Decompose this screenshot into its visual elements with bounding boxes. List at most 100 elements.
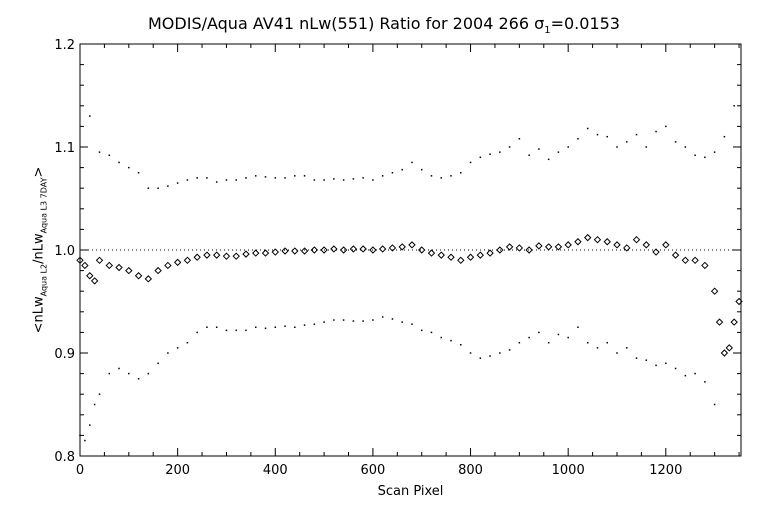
data-point-dots-upper [538,148,540,150]
x-tick-label: 1200 [649,463,682,478]
data-point-dots-lower [635,357,638,359]
data-point-dots-lower [430,331,433,334]
data-point-dots-upper [694,154,696,156]
data-point-diamond [359,245,367,253]
y-tick-label: 1.0 [54,244,75,259]
data-point-dots-lower [391,318,394,320]
x-tick-label: 200 [165,463,190,478]
data-point-dots-upper [499,151,501,153]
data-point-dots-upper [723,135,726,138]
data-point-dots-upper [665,125,667,128]
data-point-dots-lower [508,349,511,351]
data-point-dots-upper [606,135,608,138]
data-point-diamond [339,246,348,254]
data-point-dots-upper [313,179,316,181]
data-point-diamond [564,241,572,249]
data-point-dots-lower [577,326,579,328]
data-point-dots-lower [89,424,91,426]
data-point-dots-lower [313,323,316,325]
title-sigma: σ [534,14,545,33]
data-point-dots-lower [167,352,169,354]
data-point-dots-lower [372,319,374,321]
data-point-dots-upper [196,177,198,179]
plot-frame [79,43,742,457]
data-point-diamond [398,243,406,251]
data-point-dots-lower [93,403,96,406]
data-point-dots-upper [528,154,530,156]
data-point-dots-upper [518,138,521,140]
data-point-diamond [691,256,699,265]
data-point-diamond [408,241,416,249]
data-point-diamond [105,261,113,270]
data-point-dots-upper [567,146,569,148]
data-point-diamond [725,344,733,352]
data-point-dots-upper [635,133,638,136]
x-tick-label: 1000 [552,463,585,478]
data-point-dots-lower [264,327,267,330]
data-point-diamond [90,277,99,285]
data-point-dots-upper [235,179,237,181]
y-tick-label: 0.8 [54,450,75,465]
data-point-dots-lower [303,324,306,326]
data-point-diamond [310,246,319,254]
data-point-diamond [115,263,123,272]
data-point-dots-upper [411,161,413,164]
data-point-dots-upper [460,172,462,174]
data-point-dots-lower [674,367,677,370]
y-tick-label: 0.9 [54,347,75,362]
data-point-diamond [193,253,201,261]
data-point-dots-lower [606,341,608,344]
data-point-dots-lower [333,319,335,321]
data-point-diamond [574,238,582,246]
data-point-diamond [349,245,358,253]
data-point-dots-lower [84,439,86,442]
data-point-dots-lower [381,316,384,318]
data-point-dots-lower [616,352,618,354]
data-point-diamond [735,297,743,306]
data-point-diamond [584,233,592,242]
title-suffix: =0.0153 [550,14,620,33]
data-point-dots-upper [108,154,111,156]
data-point-diamond [466,253,475,261]
data-point-dots-lower [547,341,550,344]
data-point-dots-upper [245,177,247,179]
data-point-dots-lower [684,374,687,377]
data-point-diamond [164,261,172,270]
data-point-diamond [222,252,231,260]
data-point-dots-lower [284,325,286,327]
data-point-dots-lower [215,326,218,328]
data-point-dots-lower [352,320,355,322]
data-point-dots-lower [440,336,443,339]
data-point-diamond [603,238,611,246]
data-point-diamond [642,241,650,249]
title-text: MODIS/Aqua AV41 nLw(551) Ratio for 2004 … [148,14,535,33]
data-point-diamond [505,243,514,251]
data-point-dots-upper [508,146,511,148]
data-point-dots-lower [499,352,501,354]
data-point-dots-upper [303,175,306,177]
x-tick-label: 800 [458,463,483,478]
data-point-dots-lower [704,381,706,383]
data-point-dots-upper [215,181,218,183]
data-point-diamond [291,247,299,255]
data-point-diamond [457,256,465,265]
data-point-diamond [544,243,553,251]
data-point-diamond [447,253,455,261]
data-point-dots-lower [479,357,482,359]
data-point-diamond [154,266,162,275]
data-point-dots-upper [713,151,716,153]
data-point-dots-lower [294,326,296,328]
data-point-dots-lower [645,359,648,361]
data-point-diamond [701,261,709,270]
data-point-dots-lower [411,323,413,325]
data-point-dots-upper [557,151,560,153]
data-point-diamond [662,241,670,249]
data-point-dots-upper [323,179,325,181]
data-point-diamond [330,245,338,253]
y-tick-label: 1.2 [54,38,75,53]
data-point-diamond [125,266,133,275]
data-point-dots-upper [547,158,550,161]
data-point-dots-upper [284,177,286,179]
data-point-diamond [486,249,494,257]
data-point-dots-upper [89,115,91,117]
